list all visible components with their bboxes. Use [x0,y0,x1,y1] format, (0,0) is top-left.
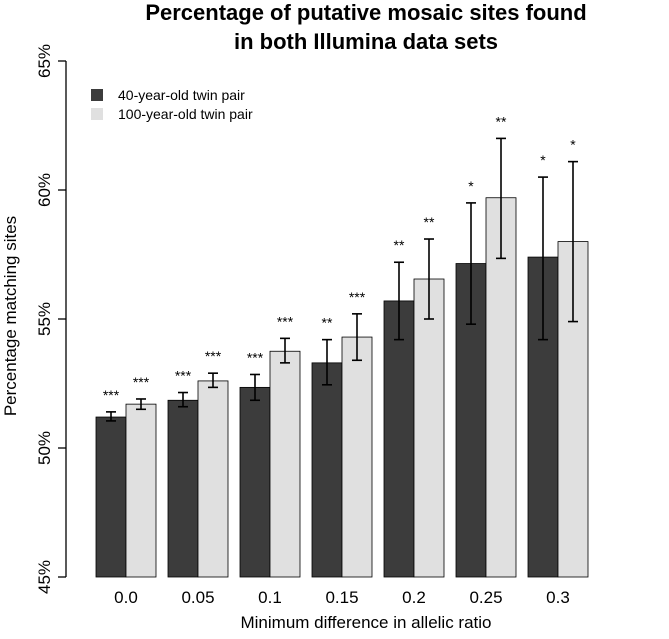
bar [125,403,157,578]
significance-label: ** [322,315,333,331]
x-axis: 0.0 0.05 0.1 0.15 0.2 0.25 0.3 [114,588,570,607]
bar [383,300,415,578]
legend-swatch [91,89,103,101]
bar [167,399,199,578]
bar [269,350,301,578]
x-tick-label: 0.0 [114,588,138,607]
bar [413,278,445,578]
legend: 40-year-old twin pair 100-year-old twin p… [91,87,253,122]
x-tick-label: 0.3 [546,588,570,607]
chart-title-line-2: in both Illumina data sets [234,29,498,54]
significance-label: * [468,178,474,194]
bar [197,380,229,578]
x-tick-label: 0.2 [402,588,426,607]
y-axis: 45% 50% 55% 60% 65% [35,44,67,594]
bar [95,416,127,578]
legend-label: 100-year-old twin pair [118,106,253,122]
significance-label: *** [175,368,192,384]
y-tick-label: 65% [35,44,54,78]
bar [485,197,517,578]
significance-label: *** [247,349,264,365]
y-tick-label: 60% [35,173,54,207]
significance-label: *** [103,387,120,403]
bar [239,386,271,578]
bar [341,336,373,578]
significance-label: * [540,152,546,168]
x-tick-label: 0.15 [325,588,358,607]
y-tick-label: 45% [35,560,54,594]
x-tick-label: 0.05 [181,588,214,607]
x-tick-label: 0.1 [258,588,282,607]
significance-label: ** [424,214,435,230]
bar [311,362,343,578]
significance-label: * [570,137,576,153]
chart-title-line-1: Percentage of putative mosaic sites foun… [145,0,586,25]
y-tick-label: 55% [35,302,54,336]
significance-label: *** [205,348,222,364]
x-axis-label: Minimum difference in allelic ratio [240,613,491,632]
significance-label: *** [133,374,150,390]
significance-label: ** [496,113,507,129]
significance-label: *** [349,289,366,305]
y-axis-label: Percentage matching sites [1,216,20,416]
legend-label: 40-year-old twin pair [118,87,245,103]
x-tick-label: 0.25 [469,588,502,607]
significance-label: ** [394,237,405,253]
significance-label: *** [277,313,294,329]
y-tick-label: 50% [35,431,54,465]
bars: ******************************** [95,113,589,578]
legend-swatch [91,108,103,120]
